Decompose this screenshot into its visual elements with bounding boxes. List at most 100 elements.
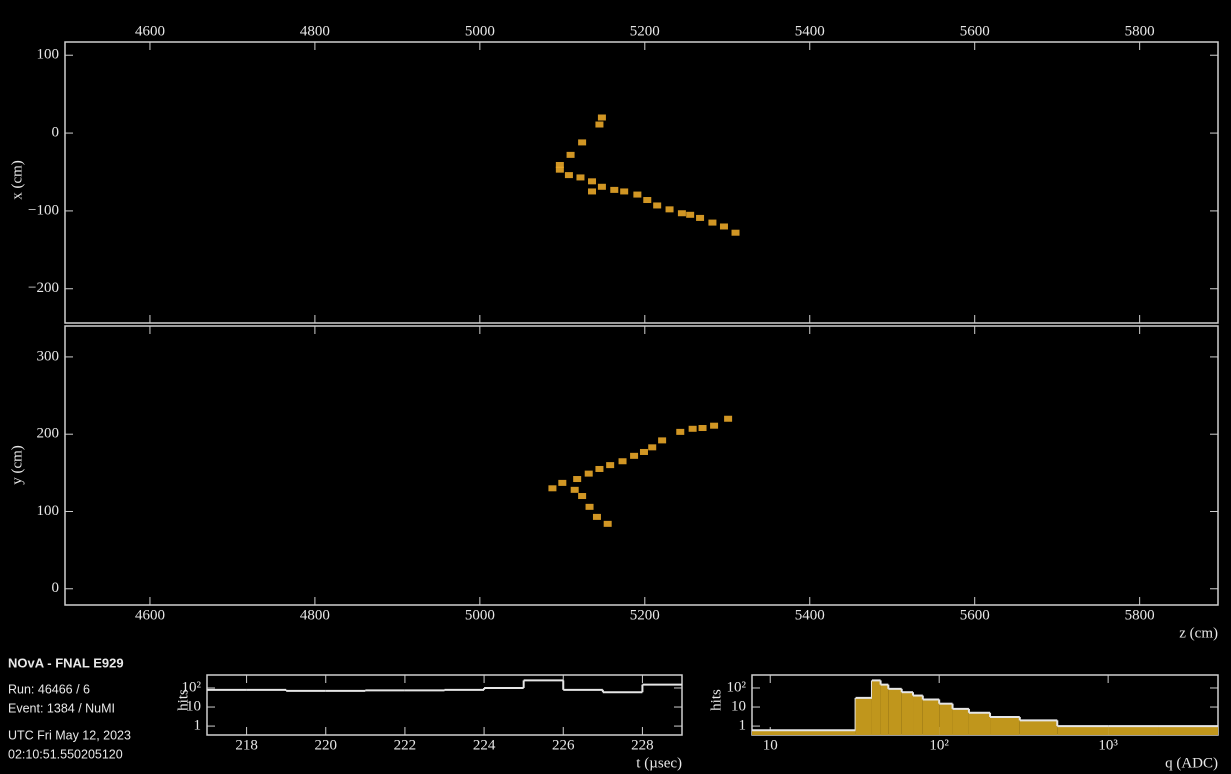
- x-tick-label: 5000: [465, 23, 495, 39]
- hit: [676, 429, 684, 435]
- info-event: Event: 1384 / NuMI: [8, 701, 115, 715]
- hit: [666, 206, 674, 212]
- hist-bar: [1020, 720, 1057, 735]
- hit: [732, 230, 740, 236]
- hist-bar: [923, 699, 939, 735]
- x-tick-label: 218: [235, 737, 258, 753]
- hit: [720, 223, 728, 229]
- hit: [598, 184, 606, 190]
- hist-bar: [902, 692, 913, 735]
- info-date: UTC Fri May 12, 2023: [8, 728, 131, 742]
- hit: [598, 115, 606, 121]
- hit: [678, 210, 686, 216]
- hit: [586, 504, 594, 510]
- hist-bar: [888, 689, 901, 735]
- x-tick-label: 5600: [960, 23, 990, 39]
- hit: [565, 172, 573, 178]
- x-tick-label: 4600: [135, 23, 165, 39]
- x-tick-label: 4800: [300, 607, 330, 623]
- x-tick-label: 10³: [1098, 737, 1118, 753]
- x-tick-label: 5600: [960, 607, 990, 623]
- hit: [567, 152, 575, 158]
- x-tick-label: 224: [473, 737, 496, 753]
- x-tick-label: 10²: [929, 737, 949, 753]
- hit: [699, 425, 707, 431]
- info-time: 02:10:51.550205120: [8, 747, 123, 761]
- hit: [606, 462, 614, 468]
- hit: [648, 444, 656, 450]
- hit: [585, 471, 593, 477]
- hit: [708, 220, 716, 226]
- hist-bar: [990, 717, 1020, 735]
- hit: [578, 493, 586, 499]
- y-tick-label: 10: [731, 698, 746, 714]
- x-tick-label: 5800: [1125, 607, 1155, 623]
- hit: [710, 423, 718, 429]
- hit: [686, 212, 694, 218]
- plot-frame: [207, 675, 682, 735]
- hit: [558, 480, 566, 486]
- y-tick-label: 10²: [727, 679, 747, 695]
- x-tick-label: 4800: [300, 23, 330, 39]
- x-tick-label: 228: [631, 737, 654, 753]
- x-tick-label: 220: [315, 737, 338, 753]
- hit: [610, 187, 618, 193]
- hist-bar: [969, 713, 990, 735]
- y-tick-label: 100: [37, 503, 60, 519]
- y-tick-label: 200: [37, 426, 60, 442]
- hit: [573, 476, 581, 482]
- hist-bar: [872, 680, 881, 735]
- y-axis-label: hits: [175, 689, 191, 711]
- y-tick-label: 1: [194, 718, 202, 734]
- x-tick-label: 5400: [795, 23, 825, 39]
- hit: [620, 188, 628, 194]
- hist-bar: [953, 709, 969, 735]
- hit: [595, 122, 603, 128]
- hist-bar: [856, 698, 872, 735]
- hist-bar: [913, 696, 923, 735]
- y-tick-label: 0: [52, 125, 60, 141]
- hit: [643, 197, 651, 203]
- hit: [640, 449, 648, 455]
- hit: [578, 139, 586, 145]
- info-run: Run: 46466 / 6: [8, 682, 90, 696]
- hit: [724, 416, 732, 422]
- y-tick-label: −200: [28, 280, 59, 296]
- hit: [696, 215, 704, 221]
- hist-bar: [939, 704, 952, 735]
- hist-bar: [881, 685, 889, 735]
- plot-frame: [65, 42, 1218, 323]
- x-tick-label: 226: [552, 737, 575, 753]
- x-tick-label: 4600: [135, 607, 165, 623]
- hit: [588, 188, 596, 194]
- x-tick-label: 5200: [630, 607, 660, 623]
- x-tick-label: 222: [394, 737, 417, 753]
- y-axis-label: x (cm): [9, 160, 25, 200]
- hit: [571, 487, 579, 493]
- y-tick-label: 1: [739, 718, 747, 734]
- x-axis-label: t (µsec): [636, 755, 682, 771]
- x-tick-label: 5400: [795, 607, 825, 623]
- x-tick-label: 10: [763, 737, 778, 753]
- hit: [588, 178, 596, 184]
- hist-bar: [1108, 726, 1159, 735]
- hit: [595, 466, 603, 472]
- plot-frame: [65, 326, 1218, 605]
- y-axis-label: hits: [708, 689, 724, 711]
- y-tick-label: 0: [52, 580, 60, 596]
- x-axis-label: z (cm): [1179, 625, 1218, 641]
- hit: [604, 521, 612, 527]
- x-tick-label: 5000: [465, 607, 495, 623]
- y-tick-label: −100: [28, 202, 59, 218]
- event-display: NOvA - FNAL E929 Run: 46466 / 6 Event: 1…: [0, 0, 1231, 774]
- y-tick-label: 100: [37, 47, 60, 63]
- page: NOvA - FNAL E929 Run: 46466 / 6 Event: 1…: [0, 0, 1231, 774]
- hit: [633, 192, 641, 198]
- hit: [556, 167, 564, 173]
- y-tick-label: 300: [37, 348, 60, 364]
- hit: [593, 514, 601, 520]
- hit: [548, 485, 556, 491]
- hit: [619, 458, 627, 464]
- x-tick-label: 5200: [630, 23, 660, 39]
- y-axis-label: y (cm): [9, 445, 25, 485]
